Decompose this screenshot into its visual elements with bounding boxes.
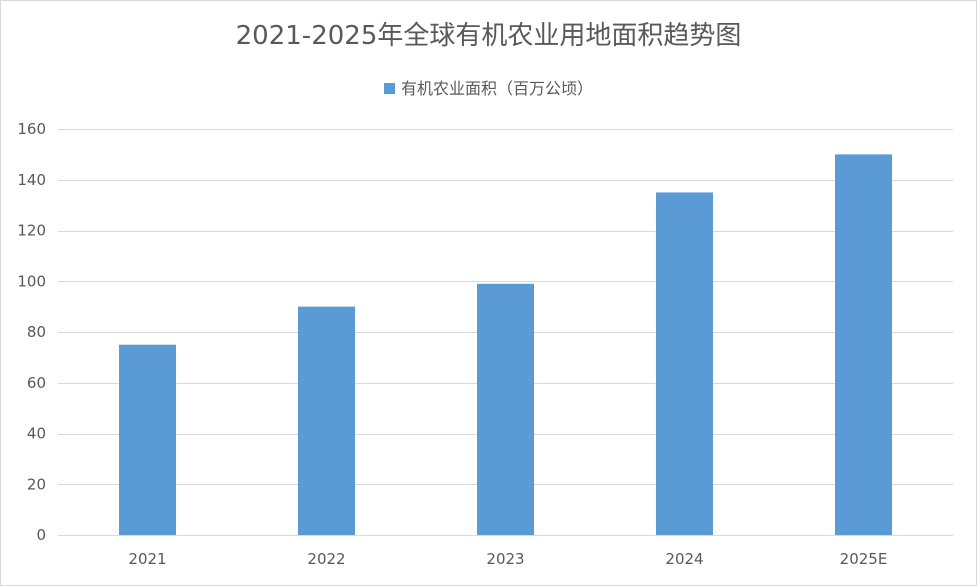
x-tick-label: 2024 [665, 550, 703, 568]
legend-swatch [383, 83, 395, 94]
gridlines [58, 129, 953, 536]
chart-title: 2021-2025年全球有机农业用地面积趋势图 [235, 21, 742, 51]
legend: 有机农业面积（百万公顷） [1, 75, 976, 99]
y-tick-label: 40 [27, 425, 46, 443]
y-tick-label: 120 [17, 222, 46, 240]
y-tick-label: 60 [27, 374, 46, 392]
x-tick-label: 2023 [486, 550, 524, 568]
x-tick-label: 2021 [128, 550, 166, 568]
x-tick-label: 2025E [840, 550, 888, 568]
y-tick-label: 160 [17, 120, 46, 138]
y-tick-label: 0 [36, 526, 46, 544]
y-tick-label: 140 [17, 171, 46, 189]
bar-2021 [119, 344, 176, 535]
y-tick-label: 100 [17, 272, 46, 290]
bar-2025E [835, 154, 892, 535]
legend-label: 有机农业面积（百万公顷） [400, 79, 593, 98]
bar-2023 [477, 283, 534, 535]
y-axis-ticks: 0 20 40 60 80 100 120 140 160 [17, 120, 46, 544]
x-axis-ticks: 2021 2022 2023 2024 2025E [128, 550, 887, 568]
x-tick-label: 2022 [307, 550, 345, 568]
bars [119, 154, 892, 535]
bar-2022 [298, 306, 355, 535]
bar-2024 [656, 192, 713, 535]
y-tick-label: 80 [27, 323, 46, 341]
y-tick-label: 20 [27, 475, 46, 493]
